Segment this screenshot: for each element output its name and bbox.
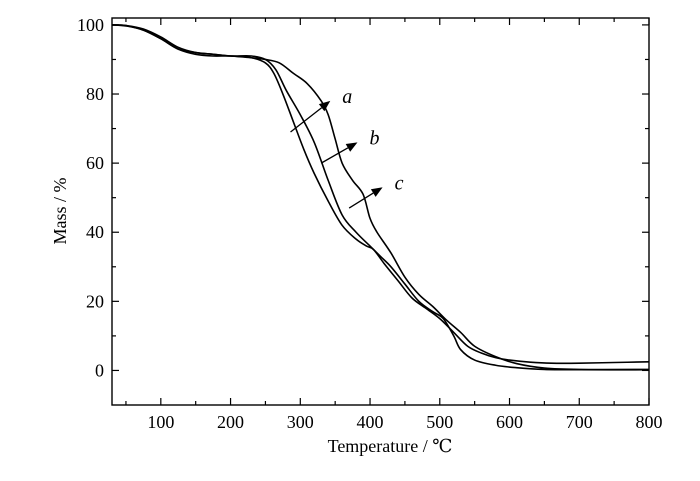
x-tick-label-100: 100 bbox=[147, 412, 174, 432]
annotation-layer: ab c bbox=[290, 86, 404, 209]
series-label-c: c bbox=[395, 172, 404, 194]
arrow-a bbox=[290, 107, 323, 133]
series-c-line bbox=[111, 24, 650, 371]
arrow-head-b bbox=[345, 142, 358, 152]
tick-layer: 100 200 300 400 500 600 700 800 0 20 40 60 80 100 bbox=[77, 15, 663, 432]
arrow-head-a bbox=[318, 100, 331, 112]
curve-layer bbox=[111, 24, 650, 371]
y-axis-title: Mass / % bbox=[50, 177, 70, 244]
series-label-b: b bbox=[369, 127, 379, 149]
arrow-b bbox=[320, 147, 349, 164]
x-tick-label-700: 700 bbox=[566, 412, 593, 432]
plot-frame bbox=[111, 17, 650, 406]
y-tick-label-20: 20 bbox=[86, 291, 104, 311]
x-tick-label-200: 200 bbox=[217, 412, 244, 432]
x-tick-label-300: 300 bbox=[287, 412, 314, 432]
y-tick-label-80: 80 bbox=[86, 84, 104, 104]
x-tick-label-600: 600 bbox=[496, 412, 523, 432]
x-tick-label-400: 400 bbox=[357, 412, 384, 432]
y-tick-label-0: 0 bbox=[95, 360, 104, 380]
y-tick-label-100: 100 bbox=[77, 15, 104, 35]
y-tick-label-40: 40 bbox=[86, 222, 104, 242]
x-tick-label-500: 500 bbox=[426, 412, 453, 432]
x-tick-label-800: 800 bbox=[636, 412, 663, 432]
y-tick-label-60: 60 bbox=[86, 153, 104, 173]
series-b-line bbox=[111, 24, 650, 371]
series-a-line bbox=[111, 24, 650, 365]
arrow-head-c bbox=[370, 187, 383, 197]
arrow-c bbox=[348, 192, 374, 209]
x-axis-title: Temperature / ℃ bbox=[328, 436, 453, 456]
series-label-a: a bbox=[342, 86, 352, 108]
